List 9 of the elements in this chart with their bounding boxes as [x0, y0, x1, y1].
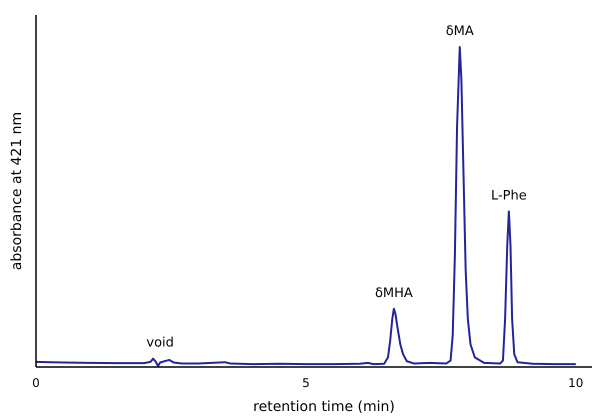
y-axis-title: absorbance at 421 nm — [9, 112, 25, 270]
x-axis-title: retention time (min) — [253, 399, 395, 415]
annotation: δMHA — [374, 286, 413, 301]
x-tick-label: 0 — [32, 376, 40, 390]
annotation: L-Phe — [490, 188, 527, 204]
annotation: void — [146, 336, 174, 351]
x-tick-label: 5 — [302, 376, 310, 390]
x-tick-label: 10 — [568, 376, 584, 390]
annotation: δMA — [446, 24, 474, 39]
